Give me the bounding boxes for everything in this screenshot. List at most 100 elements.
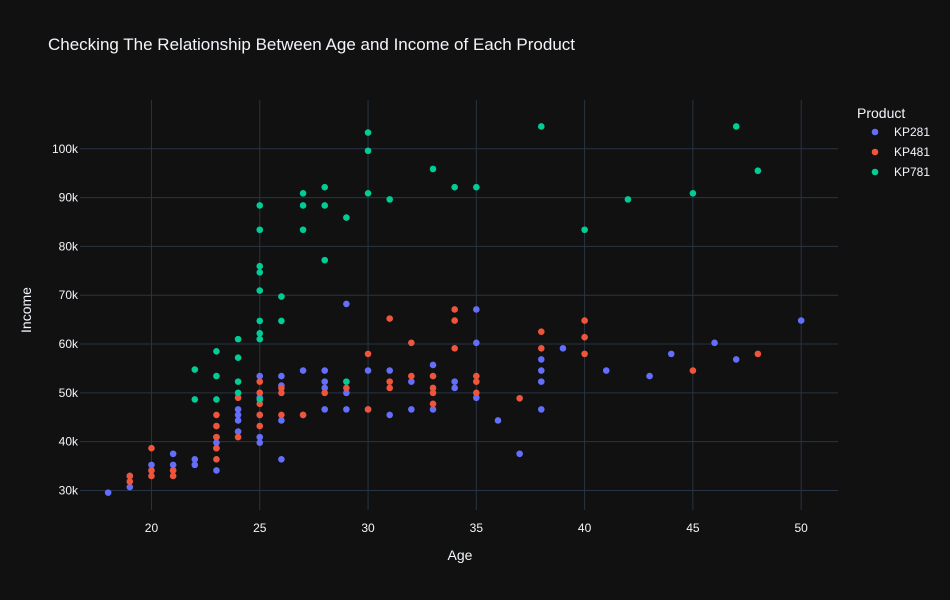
data-point-kp781[interactable]: [256, 330, 264, 337]
data-point-kp481[interactable]: [256, 378, 264, 385]
data-point-kp481[interactable]: [473, 372, 480, 380]
data-point-kp481[interactable]: [451, 306, 458, 313]
data-point-kp281[interactable]: [537, 378, 545, 385]
data-point-kp781[interactable]: [754, 167, 762, 175]
data-point-kp481[interactable]: [516, 394, 523, 402]
data-point-kp281[interactable]: [148, 461, 155, 469]
data-point-kp481[interactable]: [451, 345, 458, 352]
data-point-kp281[interactable]: [256, 433, 264, 441]
data-point-kp281[interactable]: [234, 428, 242, 435]
data-point-kp781[interactable]: [256, 335, 264, 343]
data-point-kp281[interactable]: [537, 367, 545, 374]
data-point-kp481[interactable]: [148, 444, 155, 452]
data-point-kp481[interactable]: [213, 411, 220, 419]
data-point-kp481[interactable]: [473, 378, 480, 385]
data-point-kp281[interactable]: [278, 417, 285, 424]
data-point-kp281[interactable]: [516, 450, 523, 458]
data-point-kp281[interactable]: [797, 317, 805, 324]
data-point-kp781[interactable]: [386, 196, 393, 203]
data-point-kp281[interactable]: [408, 406, 415, 413]
data-point-kp781[interactable]: [451, 183, 458, 191]
data-point-kp481[interactable]: [754, 350, 762, 358]
data-point-kp481[interactable]: [256, 389, 264, 397]
data-point-kp781[interactable]: [321, 183, 329, 191]
data-point-kp781[interactable]: [256, 202, 264, 209]
data-point-kp281[interactable]: [494, 417, 502, 424]
data-point-kp481[interactable]: [256, 411, 264, 419]
data-point-kp481[interactable]: [343, 384, 350, 392]
data-point-kp781[interactable]: [234, 389, 242, 397]
data-point-kp481[interactable]: [126, 472, 134, 480]
data-point-kp281[interactable]: [256, 372, 264, 380]
data-point-kp781[interactable]: [364, 147, 372, 155]
data-point-kp281[interactable]: [559, 345, 567, 352]
data-point-kp481[interactable]: [537, 328, 545, 335]
data-point-kp481[interactable]: [408, 339, 415, 347]
data-point-kp781[interactable]: [191, 396, 199, 403]
data-point-kp781[interactable]: [624, 196, 632, 203]
data-point-kp781[interactable]: [343, 378, 350, 385]
data-point-kp781[interactable]: [473, 183, 480, 191]
data-point-kp781[interactable]: [278, 293, 285, 300]
data-point-kp481[interactable]: [429, 372, 437, 380]
data-point-kp481[interactable]: [429, 400, 437, 408]
data-point-kp281[interactable]: [104, 489, 112, 496]
data-point-kp481[interactable]: [148, 467, 155, 474]
data-point-kp281[interactable]: [213, 467, 220, 474]
data-point-kp781[interactable]: [429, 165, 437, 173]
data-point-kp781[interactable]: [299, 226, 307, 234]
data-point-kp781[interactable]: [256, 396, 264, 403]
data-point-kp481[interactable]: [126, 478, 134, 485]
data-point-kp281[interactable]: [473, 306, 480, 313]
data-point-kp281[interactable]: [343, 389, 350, 397]
data-point-kp481[interactable]: [689, 367, 697, 374]
data-point-kp781[interactable]: [299, 189, 307, 197]
data-point-kp481[interactable]: [429, 389, 437, 397]
data-point-kp281[interactable]: [169, 450, 177, 458]
data-point-kp481[interactable]: [581, 333, 588, 341]
data-point-kp281[interactable]: [364, 367, 372, 374]
data-point-kp781[interactable]: [191, 366, 199, 373]
data-point-kp781[interactable]: [689, 189, 697, 197]
data-point-kp281[interactable]: [711, 339, 718, 347]
data-point-kp481[interactable]: [473, 389, 480, 397]
data-point-kp781[interactable]: [256, 268, 264, 276]
data-point-kp281[interactable]: [602, 367, 610, 374]
data-point-kp281[interactable]: [473, 394, 480, 402]
data-point-kp481[interactable]: [537, 345, 545, 352]
data-point-kp281[interactable]: [234, 417, 242, 424]
data-point-kp781[interactable]: [213, 347, 220, 355]
data-point-kp481[interactable]: [256, 422, 264, 430]
data-point-kp281[interactable]: [537, 356, 545, 363]
data-point-kp481[interactable]: [364, 406, 372, 413]
data-point-kp281[interactable]: [321, 384, 329, 392]
legend-item-kp781[interactable]: KP781: [871, 165, 931, 179]
data-point-kp481[interactable]: [213, 422, 220, 430]
data-point-kp781[interactable]: [321, 202, 329, 209]
data-point-kp281[interactable]: [299, 367, 307, 374]
data-point-kp781[interactable]: [213, 372, 220, 380]
data-point-kp781[interactable]: [732, 123, 740, 130]
data-point-kp281[interactable]: [473, 339, 480, 347]
data-point-kp781[interactable]: [343, 214, 350, 221]
data-point-kp781[interactable]: [256, 287, 264, 294]
data-point-kp281[interactable]: [234, 411, 242, 419]
data-point-kp481[interactable]: [278, 384, 285, 392]
data-point-kp481[interactable]: [386, 384, 393, 392]
data-point-kp481[interactable]: [581, 317, 588, 324]
data-point-kp281[interactable]: [321, 406, 329, 413]
data-point-kp481[interactable]: [321, 389, 329, 397]
data-point-kp781[interactable]: [256, 317, 264, 325]
data-point-kp281[interactable]: [343, 300, 350, 308]
data-point-kp281[interactable]: [321, 378, 329, 385]
data-point-kp281[interactable]: [234, 406, 242, 413]
data-point-kp481[interactable]: [278, 389, 285, 397]
data-point-kp781[interactable]: [256, 226, 264, 234]
data-point-kp281[interactable]: [537, 406, 545, 413]
data-point-kp281[interactable]: [667, 350, 675, 358]
data-point-kp281[interactable]: [646, 372, 653, 380]
data-point-kp481[interactable]: [278, 411, 285, 419]
data-point-kp281[interactable]: [408, 378, 415, 385]
data-point-kp281[interactable]: [191, 461, 199, 469]
data-point-kp481[interactable]: [169, 472, 177, 480]
